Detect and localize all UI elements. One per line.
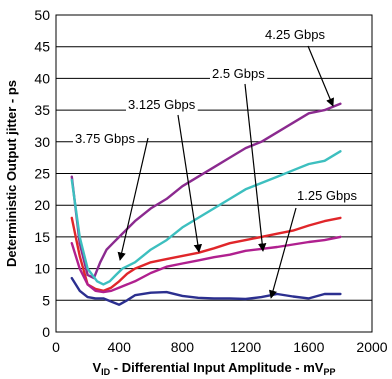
series-line-1-25-gbps	[70, 276, 342, 306]
y-tick-label: 20	[34, 197, 50, 213]
x-tick-label: 400	[108, 339, 132, 355]
y-tick-label: 40	[34, 70, 50, 86]
x-tick-label: 800	[171, 339, 195, 355]
annotation-label-4-25-gbps: 4.25 Gbps	[265, 27, 325, 42]
annotation-label-2-5-gbps: 2.5 Gbps	[212, 66, 265, 81]
annotation-bg	[295, 187, 360, 204]
series-line-3-75-gbps	[70, 150, 342, 286]
x-axis-label-unit-sub: PP	[323, 367, 335, 377]
annotation-label-1-25-gbps: 1.25 Gbps	[297, 188, 357, 203]
x-tick-label: 2000	[356, 339, 387, 355]
y-tick-label: 0	[42, 324, 50, 340]
series-line-4-25-gbps	[70, 102, 342, 280]
annotation-bg	[263, 26, 328, 43]
series-line-2-5-gbps	[70, 235, 342, 294]
x-axis-label: VID - Differential Input Amplitude - mVP…	[93, 360, 336, 377]
annotation-bg	[210, 65, 268, 82]
y-axis-label: Deterministic Output jitter - ps	[4, 80, 19, 267]
annotation-arrow-1-25-gbps	[268, 207, 297, 299]
annotation-arrow-4-25-gbps	[307, 45, 334, 107]
y-tick-label: 45	[34, 39, 50, 55]
annotation-label-3-125-gbps: 3.125 Gbps	[128, 97, 196, 112]
y-tick-label: 30	[34, 134, 50, 150]
annotations: 4.25 Gbps 2.5 Gbps 3.125 Gbps 3.75 Gbps 1.25…	[73, 26, 360, 299]
y-tick-label: 25	[34, 166, 50, 182]
annotation-arrow-3-75-gbps	[117, 137, 149, 261]
x-tick-label: 1200	[230, 339, 261, 355]
y-tick-label: 5	[42, 292, 50, 308]
annotation-bg	[126, 96, 198, 113]
y-tick-label: 50	[34, 7, 50, 23]
x-axis-label-sub: ID	[101, 367, 111, 377]
annotation-label-3-75-gbps: 3.75 Gbps	[75, 131, 135, 146]
x-tick-label: 1600	[293, 339, 324, 355]
y-tick-label: 10	[34, 261, 50, 277]
series-line-3-125-gbps	[70, 216, 342, 292]
tick-labels: 0 5 10 15 20 25 30 35 40 45 50 0 400 800 1200 1600 2000	[34, 7, 387, 355]
annotation-arrow-2-5-gbps	[244, 83, 267, 252]
y-tick-label: 15	[34, 229, 50, 245]
annotation-arrow-3-125-gbps	[177, 114, 203, 253]
plot-frame	[55, 14, 373, 333]
series-layer	[70, 102, 342, 306]
x-axis-label-rest: - Differential Input Amplitude - mV	[110, 360, 324, 375]
x-axis-label-main: V	[93, 360, 102, 375]
x-tick-label: 0	[52, 339, 60, 355]
annotation-bg	[73, 130, 138, 147]
y-tick-label: 35	[34, 102, 50, 118]
